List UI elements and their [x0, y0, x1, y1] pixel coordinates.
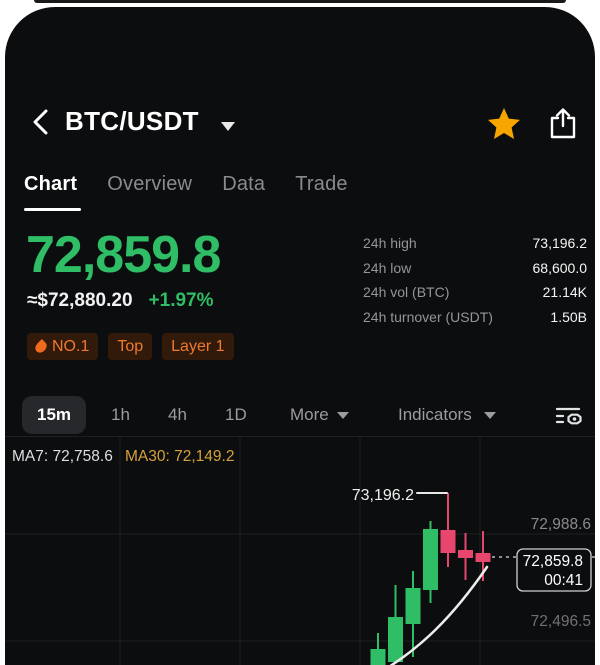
- current-price-value: 72,859.8: [523, 553, 583, 570]
- stat-value: 21.14K: [542, 284, 587, 300]
- more-label: More: [290, 405, 329, 424]
- stat-row-high: 24h high 73,196.2: [363, 231, 587, 256]
- price-subrow: ≈$72,880.20 +1.97%: [27, 290, 214, 312]
- badge-layer1-label: Layer 1: [171, 337, 225, 355]
- stat-row-vol: 24h vol (BTC) 21.14K: [363, 280, 587, 305]
- fiat-approx-value: ≈$72,880.20: [27, 290, 133, 311]
- timeframe-1h-button[interactable]: 1h: [111, 405, 130, 424]
- change-percent: +1.97%: [148, 290, 214, 311]
- stat-row-turnover: 24h turnover (USDT) 1.50B: [363, 305, 587, 330]
- tab-overview[interactable]: Overview: [107, 173, 193, 195]
- badge-top-label: Top: [117, 337, 144, 355]
- chevron-down-icon: [483, 412, 496, 420]
- share-button[interactable]: [546, 107, 580, 146]
- timeframe-1d-button[interactable]: 1D: [225, 405, 247, 424]
- badge-top[interactable]: Top: [108, 333, 153, 360]
- active-tab-underline: [24, 208, 81, 211]
- badge-layer1[interactable]: Layer 1: [162, 333, 234, 360]
- axis-price-label-upper: 72,988.6: [531, 516, 591, 533]
- indicators-label: Indicators: [398, 405, 472, 424]
- stat-label: 24h high: [363, 235, 417, 251]
- ma7-label: MA7: 72,758.6: [12, 448, 113, 465]
- stat-value: 1.50B: [550, 308, 587, 325]
- stat-value: 73,196.2: [532, 235, 588, 251]
- tab-chart[interactable]: Chart: [24, 173, 78, 195]
- candlestick-chart[interactable]: 73,196.2 72,988.6 72,496.5 72,859.8 00:4…: [5, 437, 595, 665]
- timeframe-15m-button[interactable]: 15m: [22, 396, 86, 434]
- tab-bar: Chart Overview Data Trade: [24, 173, 348, 196]
- chart-settings-button[interactable]: [554, 403, 582, 434]
- chart-dynamic-layer: [5, 437, 595, 665]
- stat-label: 24h low: [363, 259, 412, 276]
- stats-panel: 24h high 73,196.2 24h low 68,600.0 24h v…: [363, 231, 587, 329]
- favorite-star-button[interactable]: [485, 105, 523, 148]
- ma30-label: MA30: 72,149.2: [125, 448, 235, 465]
- pair-title[interactable]: BTC/USDT: [65, 106, 199, 136]
- back-button[interactable]: [27, 107, 57, 137]
- current-price-tag: 72,859.8 00:41: [516, 548, 592, 592]
- stat-label: 24h turnover (USDT): [363, 308, 493, 325]
- last-price: 72,859.8: [26, 226, 221, 284]
- indicator-settings-icon: [555, 407, 582, 425]
- tab-trade[interactable]: Trade: [295, 173, 348, 195]
- axis-price-label-lower: 72,496.5: [531, 613, 591, 630]
- candle-countdown: 00:41: [544, 572, 583, 589]
- high-price-marker-label: 73,196.2: [352, 487, 414, 504]
- app-screen: BTC/USDT Chart Overview Data Trade 72,85…: [5, 7, 595, 665]
- chevron-down-icon: [336, 412, 349, 420]
- background-card-edge: [34, 0, 566, 3]
- timeframe-4h-button[interactable]: 4h: [168, 405, 187, 424]
- chevron-left-icon: [33, 109, 48, 135]
- stat-label: 24h vol (BTC): [363, 284, 450, 300]
- indicators-dropdown[interactable]: Indicators: [398, 405, 496, 425]
- flame-icon: [33, 338, 49, 355]
- star-icon: [488, 108, 520, 139]
- section-divider: [5, 436, 595, 437]
- badge-row: NO.1 Top Layer 1: [27, 333, 234, 360]
- share-icon: [550, 108, 576, 139]
- stat-value: 68,600.0: [532, 259, 588, 276]
- tab-data[interactable]: Data: [222, 173, 266, 195]
- badge-no1-label: NO.1: [52, 337, 90, 355]
- more-dropdown[interactable]: More: [290, 405, 349, 425]
- badge-no1[interactable]: NO.1: [27, 333, 99, 360]
- pair-dropdown-caret-icon[interactable]: [221, 122, 235, 131]
- stat-row-low: 24h low 68,600.0: [363, 256, 587, 281]
